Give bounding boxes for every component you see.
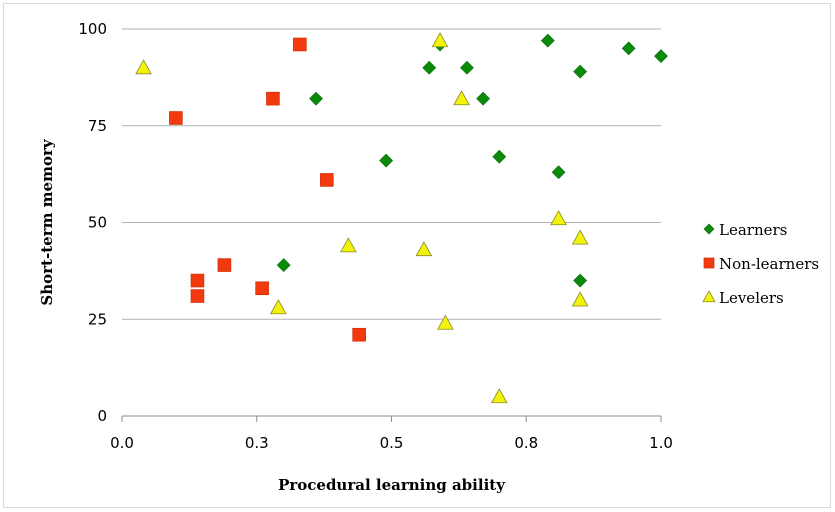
legend-marker [702, 290, 716, 303]
y-axis-ticks: 0 25 50 75 100 [78, 20, 107, 425]
data-point [266, 91, 280, 106]
data-point [352, 327, 366, 342]
data-points [135, 32, 668, 404]
y-axis-title: Short-term memory [38, 138, 56, 305]
series-learners [276, 33, 668, 288]
data-point [551, 165, 566, 180]
data-point [269, 299, 287, 315]
data-point [437, 314, 454, 330]
y-tick-label: 100 [78, 20, 107, 38]
data-point [490, 388, 508, 404]
series-non-learners [169, 37, 366, 342]
data-point [476, 91, 491, 106]
data-point [460, 60, 474, 75]
data-point [571, 229, 589, 245]
legend-marker [703, 223, 715, 235]
data-point [255, 281, 269, 296]
y-tick-label: 75 [88, 117, 107, 135]
data-point [415, 241, 433, 257]
data-point [431, 32, 449, 48]
legend-label: Non-learners [719, 255, 819, 273]
data-point [190, 273, 205, 288]
data-point [190, 289, 205, 303]
x-tick-label: 1.0 [649, 434, 673, 452]
data-point [169, 111, 183, 125]
data-point [492, 149, 507, 164]
data-point [453, 90, 470, 106]
data-point [276, 258, 291, 272]
data-point [379, 153, 394, 168]
x-axis-ticks: 0.0 0.3 0.5 0.8 1.0 [110, 416, 673, 452]
data-point [571, 291, 589, 307]
legend-marker [703, 257, 715, 269]
x-tick-label: 0.5 [380, 434, 404, 452]
data-point [309, 91, 323, 106]
data-point [550, 210, 567, 226]
data-point [654, 49, 668, 63]
legend: Learners Non-learners Levelers [702, 221, 819, 307]
data-point [293, 37, 307, 52]
series-levelers [135, 32, 589, 404]
legend-label: Learners [719, 221, 787, 239]
data-point [573, 273, 588, 288]
legend-label: Levelers [719, 289, 784, 307]
data-point [422, 60, 437, 75]
data-point [135, 59, 152, 75]
data-point [217, 258, 232, 272]
data-point [320, 173, 334, 187]
gridlines [122, 28, 661, 320]
y-tick-label: 25 [88, 310, 107, 328]
x-tick-label: 0.0 [110, 434, 134, 452]
x-tick-label: 0.3 [245, 434, 269, 452]
data-point [621, 41, 636, 56]
x-axis-title: Procedural learning ability [278, 476, 506, 494]
x-tick-label: 0.8 [514, 434, 538, 452]
data-point [540, 33, 555, 48]
data-point [573, 64, 588, 79]
data-point [340, 237, 357, 253]
y-tick-label: 50 [88, 214, 107, 232]
y-tick-label: 0 [97, 407, 107, 425]
